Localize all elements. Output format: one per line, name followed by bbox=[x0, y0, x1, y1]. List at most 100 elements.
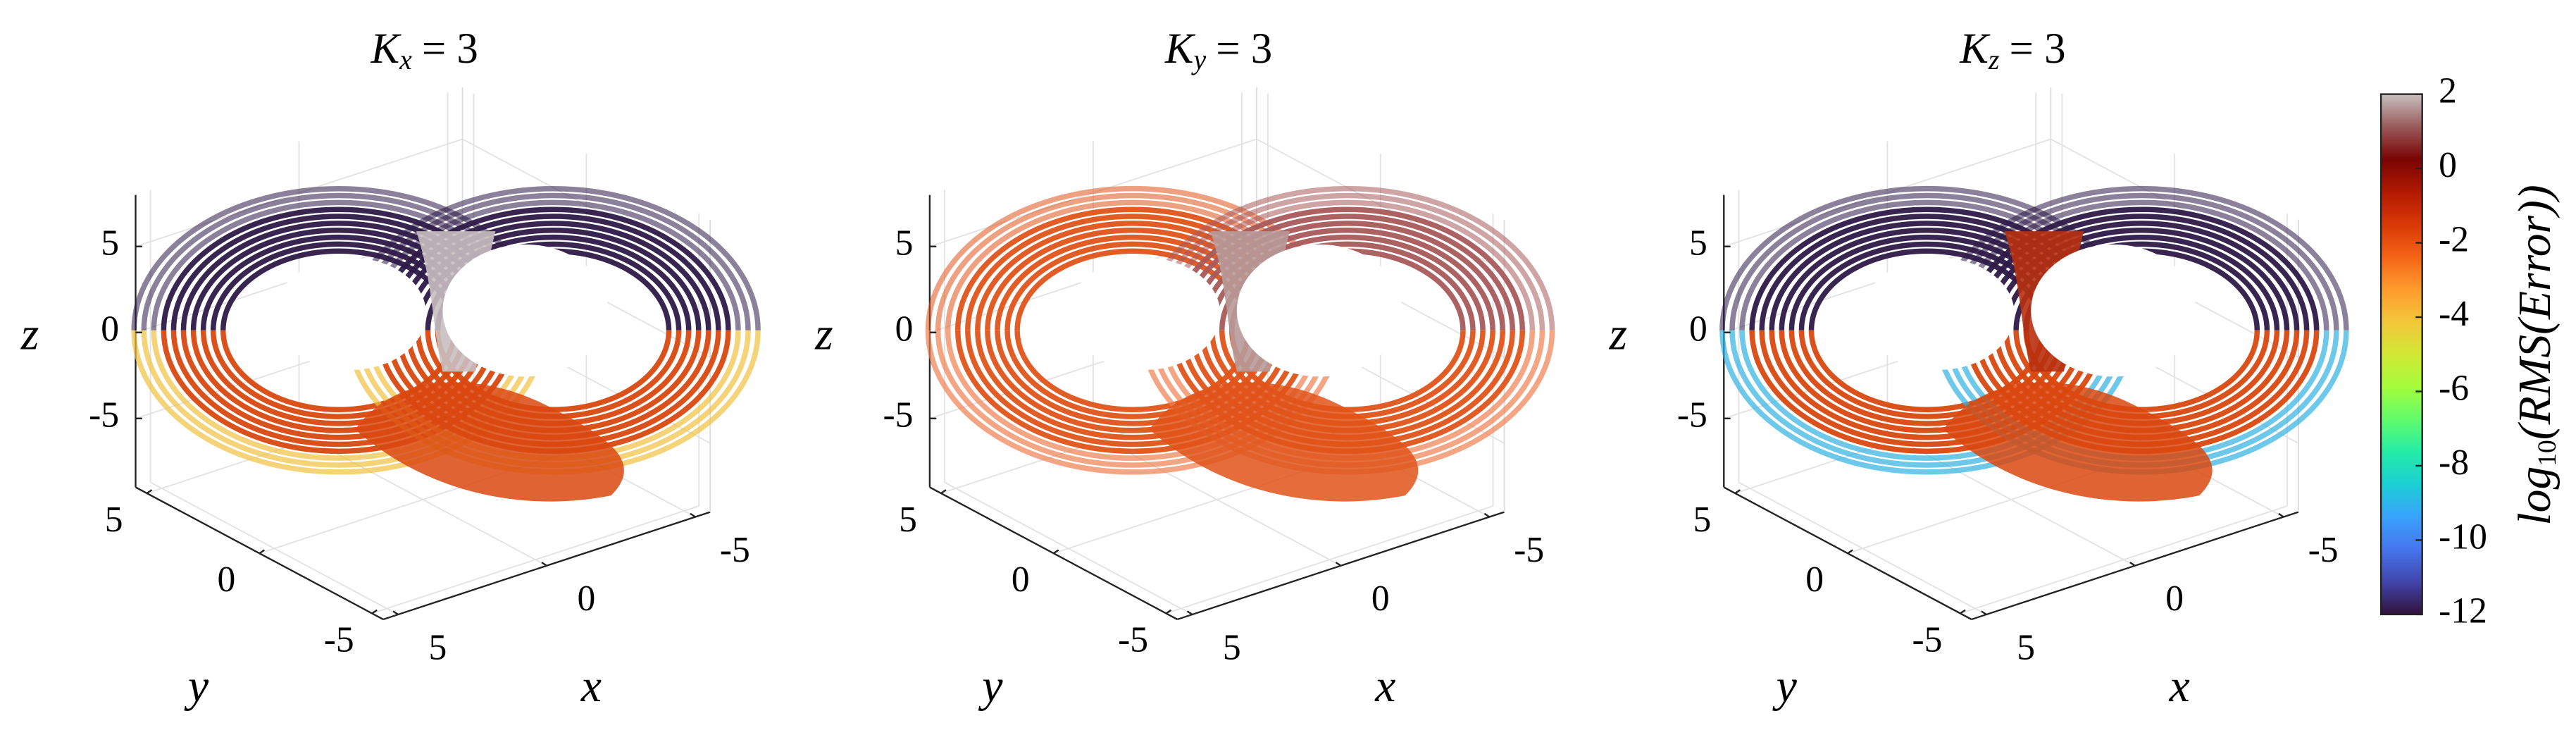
colorbar-label-text: log bbox=[2510, 467, 2561, 526]
trajectory-front bbox=[355, 382, 624, 502]
tick-mark bbox=[1186, 610, 1193, 615]
tick-mark bbox=[2129, 562, 2136, 567]
x-tick-label: -5 bbox=[2308, 530, 2339, 570]
tick-mark bbox=[259, 549, 265, 555]
y-tick-label: 5 bbox=[899, 500, 917, 540]
x-tick-label: 0 bbox=[577, 579, 595, 619]
title-text: = 3 bbox=[2010, 25, 2066, 73]
hole bbox=[1862, 257, 2015, 371]
x-axis-label: x bbox=[580, 661, 602, 712]
trajectory bbox=[1189, 221, 1505, 331]
y-tick-label: -5 bbox=[324, 619, 354, 660]
colorbar-tick-label: -2 bbox=[2439, 219, 2469, 259]
attractor bbox=[131, 185, 761, 502]
trajectory bbox=[1769, 330, 2085, 440]
trajectory bbox=[405, 228, 702, 331]
tick-mark bbox=[690, 512, 696, 518]
y-tick-label: -5 bbox=[1912, 619, 1943, 660]
trajectory bbox=[170, 330, 506, 447]
title-subscript: y bbox=[1190, 44, 1206, 75]
hole bbox=[2031, 244, 2196, 377]
z-tick-label: 0 bbox=[101, 309, 119, 350]
x-axis-label: x bbox=[2169, 661, 2190, 712]
z-axis-label: z bbox=[1608, 309, 1627, 360]
y-axis-label: y bbox=[1772, 661, 1798, 712]
colorbar-tick-label: -8 bbox=[2439, 443, 2469, 483]
x-tick-label: -5 bbox=[720, 530, 750, 570]
trajectory bbox=[1993, 228, 2290, 331]
z-tick-label: 5 bbox=[101, 223, 119, 264]
x-tick-label: 0 bbox=[2165, 579, 2184, 619]
x-tick-label: -5 bbox=[1514, 530, 1544, 570]
tick-mark bbox=[1847, 549, 1853, 555]
y-axis-label: y bbox=[978, 661, 1003, 712]
tick-mark bbox=[1960, 609, 1966, 614]
colorbar-tick-label: -10 bbox=[2439, 517, 2487, 557]
trajectory-front bbox=[1943, 382, 2213, 502]
tick-mark bbox=[1981, 610, 1987, 615]
trajectory bbox=[395, 221, 711, 331]
attractor bbox=[1719, 185, 2349, 502]
x-tick-label: 5 bbox=[429, 627, 447, 667]
colorbar-tick-label: -6 bbox=[2439, 368, 2469, 408]
trajectory bbox=[1199, 228, 1495, 331]
tick-mark bbox=[371, 609, 378, 614]
tick-mark bbox=[1053, 549, 1059, 555]
colorbar-tick-label: -4 bbox=[2439, 294, 2469, 334]
chart-title: Ky = 3 bbox=[1164, 25, 1272, 75]
trajectory bbox=[1759, 330, 2095, 447]
x-tick-label: 5 bbox=[1223, 627, 1241, 667]
z-tick-label: -5 bbox=[1677, 395, 1707, 436]
colorbar bbox=[2379, 93, 2423, 616]
trajectory bbox=[975, 330, 1291, 440]
z-tick-label: -5 bbox=[883, 395, 913, 436]
hole bbox=[274, 257, 427, 371]
hole bbox=[442, 244, 608, 377]
colorbar-tick-label: 0 bbox=[2439, 145, 2457, 185]
y-tick-label: -5 bbox=[1118, 619, 1148, 660]
title-text: = 3 bbox=[422, 25, 478, 73]
colorbar-label-rest: (RMS(Error)) bbox=[2510, 185, 2561, 440]
trajectory bbox=[985, 330, 1281, 433]
hole bbox=[1236, 244, 1402, 377]
trajectory bbox=[1779, 330, 2075, 433]
y-tick-label: 5 bbox=[1693, 500, 1711, 540]
tick-mark bbox=[1165, 609, 1172, 614]
tick-mark bbox=[940, 489, 947, 494]
z-tick-label: -5 bbox=[89, 395, 119, 436]
trajectory bbox=[190, 330, 487, 433]
title-subscript: x bbox=[399, 44, 412, 75]
z-axis-label: z bbox=[20, 309, 39, 360]
trajectory bbox=[1984, 221, 2300, 331]
trajectory-front bbox=[1149, 382, 1419, 502]
z-tick-label: 0 bbox=[1689, 309, 1707, 350]
hole bbox=[1068, 257, 1221, 371]
tick-mark bbox=[541, 562, 547, 567]
z-tick-label: 5 bbox=[895, 223, 914, 264]
grid-line bbox=[1960, 505, 2288, 614]
colorbar-tick-label: 2 bbox=[2439, 70, 2457, 111]
grid-line bbox=[371, 505, 699, 614]
title-symbol: K bbox=[1164, 25, 1196, 73]
trajectory bbox=[965, 330, 1301, 447]
y-axis-label: y bbox=[184, 661, 209, 712]
attractor bbox=[925, 185, 1555, 502]
x-tick-label: 0 bbox=[1371, 579, 1390, 619]
tick-mark bbox=[2278, 512, 2284, 518]
y-tick-label: 0 bbox=[1012, 560, 1030, 600]
x-tick-label: 5 bbox=[2017, 627, 2035, 667]
tick-mark bbox=[1734, 489, 1741, 494]
z-tick-label: 0 bbox=[895, 309, 914, 350]
z-axis-label: z bbox=[814, 309, 833, 360]
y-tick-label: 0 bbox=[1805, 560, 1824, 600]
y-tick-label: 5 bbox=[105, 500, 123, 540]
tick-mark bbox=[1483, 512, 1491, 518]
trajectory bbox=[180, 330, 497, 440]
y-tick-label: 0 bbox=[218, 560, 236, 600]
tick-mark bbox=[146, 489, 153, 494]
title-text: = 3 bbox=[1216, 25, 1272, 73]
colorbar-tick-label: -12 bbox=[2439, 591, 2487, 631]
colorbar-label: log10(RMS(Error)) bbox=[2510, 185, 2562, 525]
title-symbol: K bbox=[370, 25, 402, 73]
